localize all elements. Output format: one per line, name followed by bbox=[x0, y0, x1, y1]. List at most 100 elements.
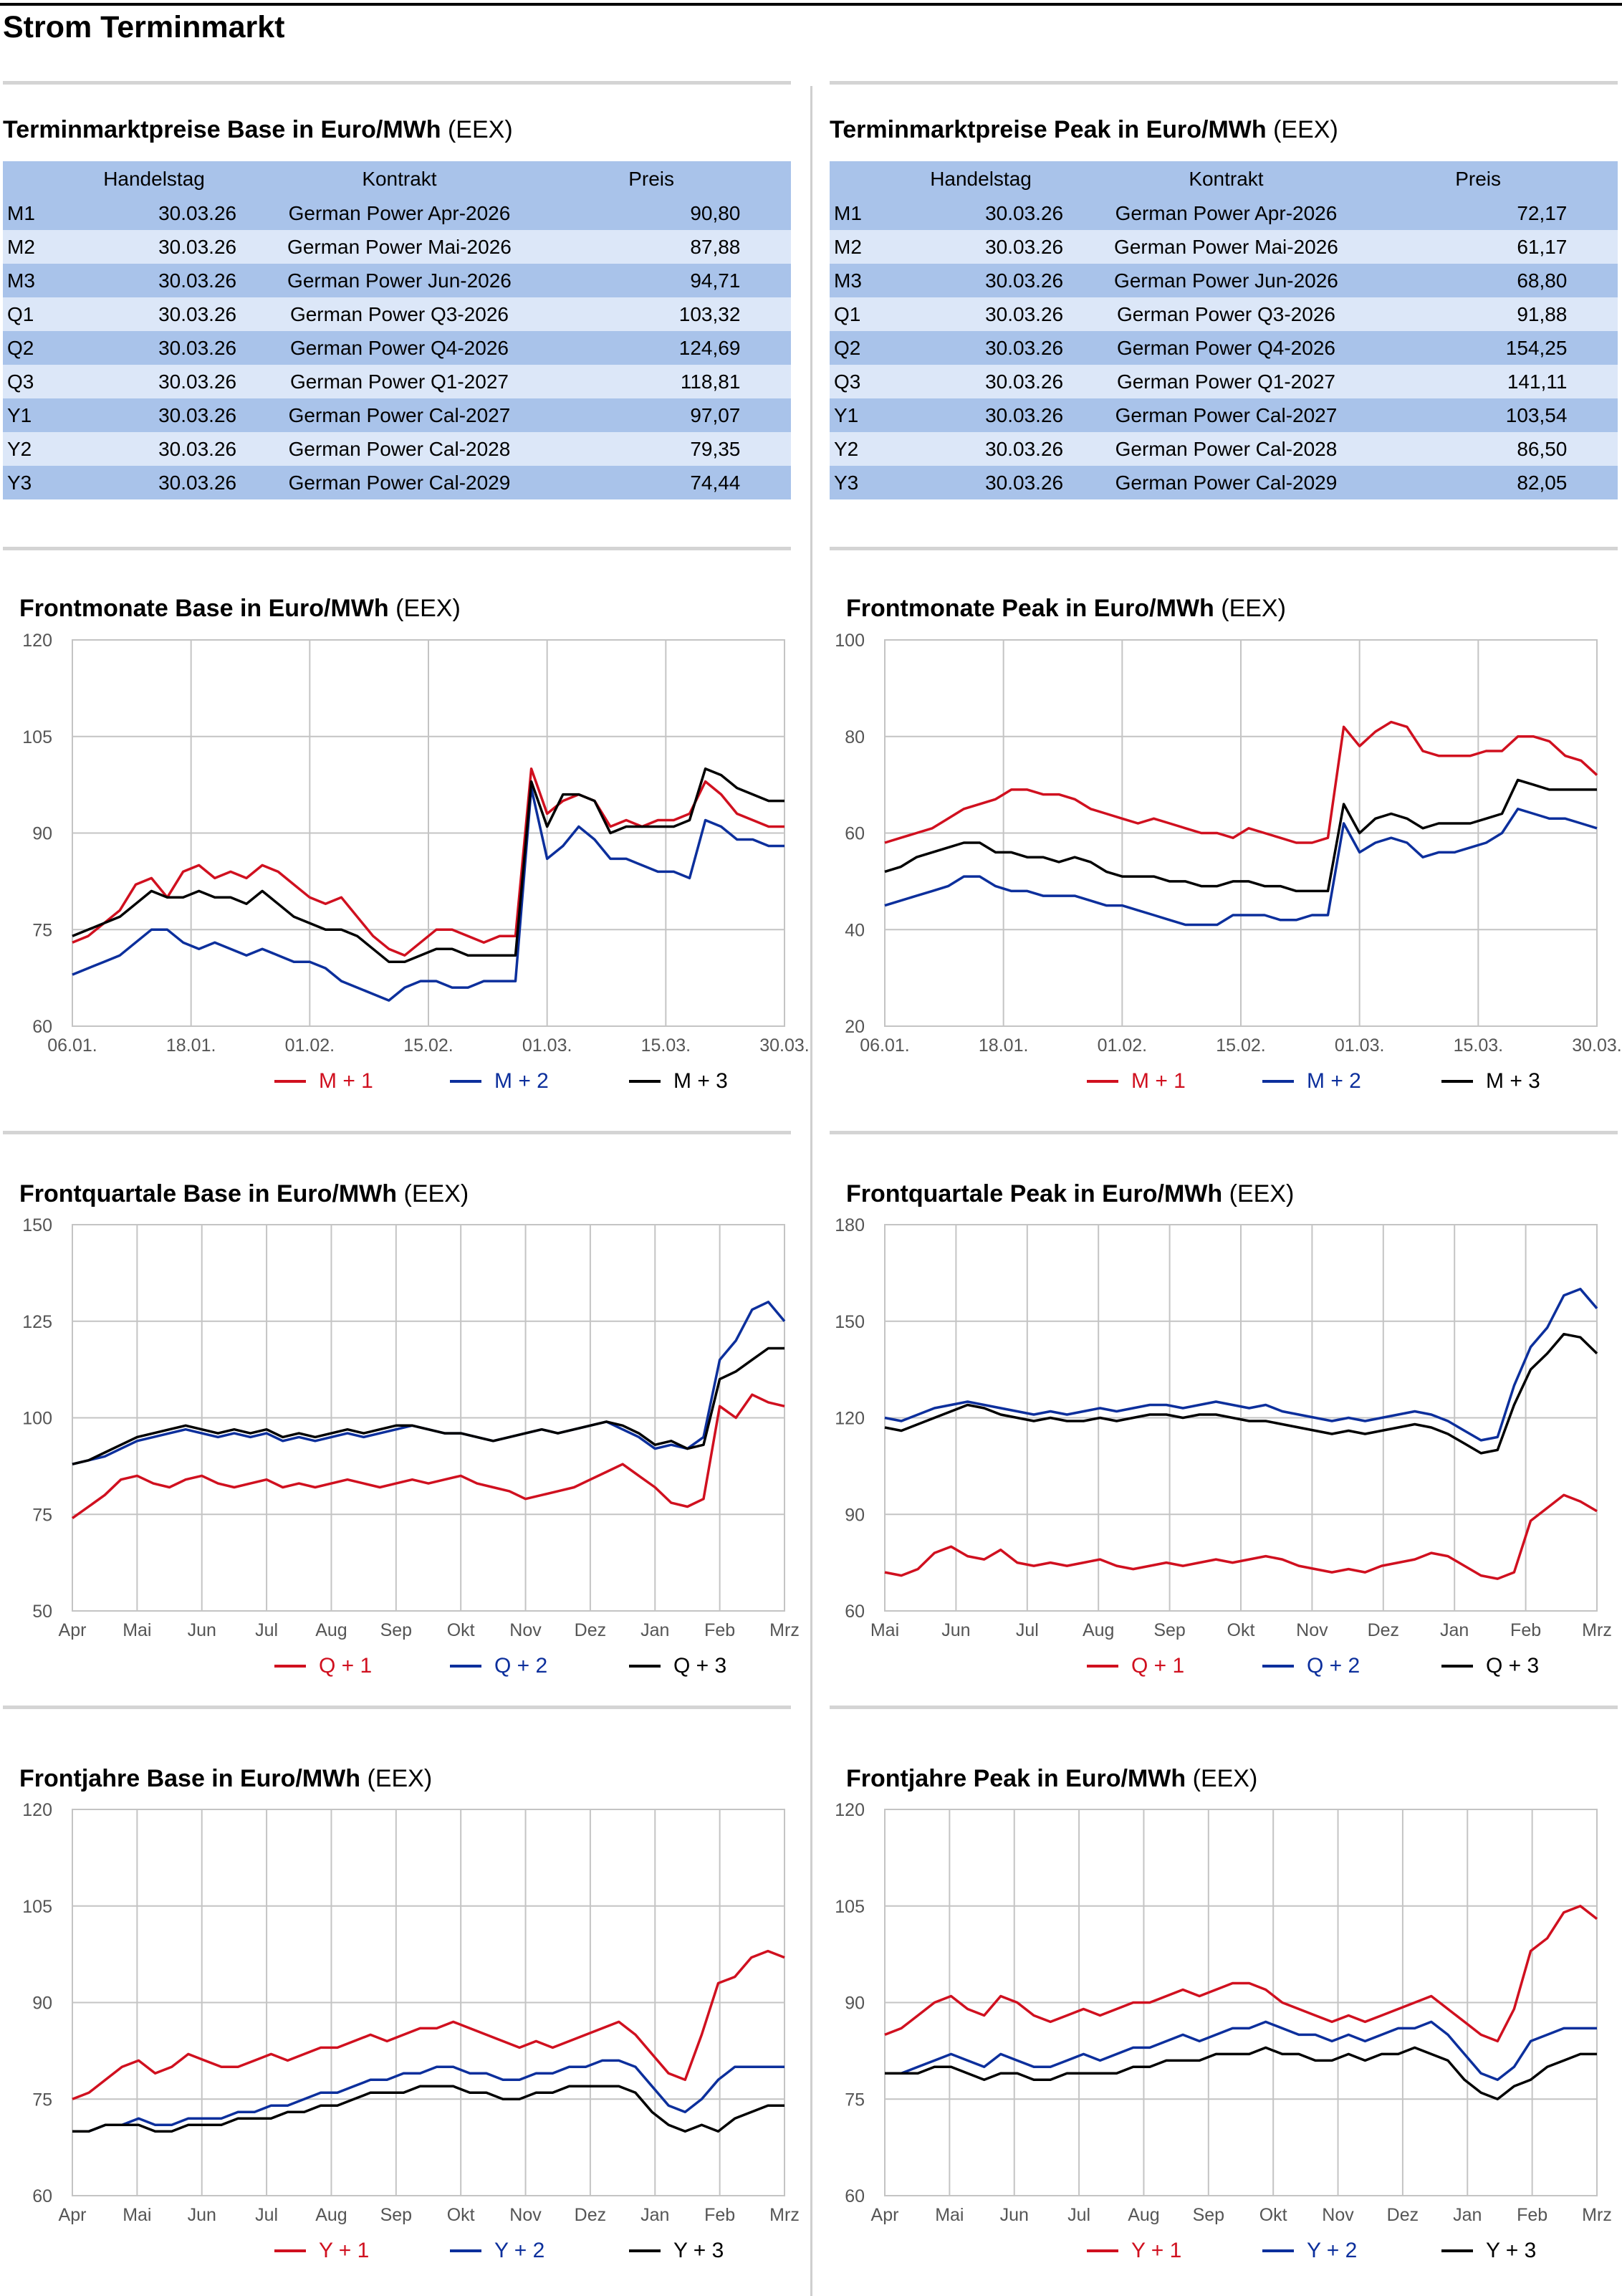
contract-code: Q1 bbox=[7, 302, 34, 325]
price: 103,32 bbox=[678, 302, 741, 325]
legend-label: Q + 3 bbox=[1486, 1654, 1539, 1678]
contract-name: German Power Q1-2027 bbox=[289, 370, 509, 393]
trade-date: 30.03.26 bbox=[985, 269, 1064, 292]
table-row: M1 30.03.26 German Power Apr-2026 90,80 bbox=[3, 196, 791, 230]
chart-title-frontmonate-base: Frontmonate Base in Euro/MWh (EEX) bbox=[19, 595, 461, 622]
x-tick-label: Nov bbox=[1296, 1620, 1328, 1640]
row-spacer bbox=[740, 466, 791, 499]
x-tick-label: Mai bbox=[870, 1620, 899, 1640]
x-tick-label: 30.03. bbox=[1572, 1035, 1622, 1056]
row-spacer bbox=[1567, 365, 1618, 398]
x-tick-label: Apr bbox=[871, 2205, 899, 2225]
series-line-m2 bbox=[884, 808, 1598, 927]
price: 68,80 bbox=[1517, 269, 1568, 292]
legend-label: M + 3 bbox=[1486, 1069, 1540, 1093]
legend-label: Y + 3 bbox=[1486, 2239, 1536, 2262]
y-tick-label: 90 bbox=[845, 1994, 865, 2014]
contract-code: Q3 bbox=[834, 370, 861, 393]
series-line-m1 bbox=[884, 720, 1598, 844]
contract-code: Q3 bbox=[7, 370, 34, 393]
table-row: Y2 30.03.26 German Power Cal-2028 86,50 bbox=[830, 432, 1618, 466]
column-spacer bbox=[740, 161, 791, 196]
price-table-peak: Handelstag Kontrakt Preis M1 30.03.26 German … bbox=[830, 161, 1618, 499]
row-spacer bbox=[740, 196, 791, 230]
column-divider bbox=[810, 86, 812, 2296]
contract-name: German Power Cal-2028 bbox=[288, 437, 511, 460]
contract-name: German Power Q3-2026 bbox=[1116, 302, 1335, 325]
series-line-q1 bbox=[884, 1493, 1598, 1580]
x-tick-label: Aug bbox=[315, 2205, 347, 2225]
contract-name: German Power Mai-2026 bbox=[1114, 235, 1338, 258]
legend-label: Y + 2 bbox=[1307, 2239, 1357, 2262]
y-tick-label: 80 bbox=[845, 727, 865, 747]
x-tick-label: Mai bbox=[935, 2205, 964, 2225]
series-line-q2 bbox=[72, 1301, 786, 1465]
x-tick-label: Aug bbox=[1083, 1620, 1114, 1640]
section-separator bbox=[830, 1706, 1618, 1709]
contract-code: Q2 bbox=[834, 336, 861, 359]
y-tick-label: 90 bbox=[32, 824, 52, 844]
x-tick-label: Apr bbox=[59, 2205, 87, 2225]
x-tick-label: 30.03. bbox=[759, 1035, 810, 1056]
trade-date: 30.03.26 bbox=[158, 201, 237, 224]
section-separator bbox=[3, 81, 791, 85]
trade-date: 30.03.26 bbox=[985, 235, 1064, 258]
x-tick-label: Jan bbox=[640, 1620, 669, 1640]
x-tick-label: 18.01. bbox=[979, 1035, 1029, 1056]
x-tick-label: Jan bbox=[1440, 1620, 1469, 1640]
price: 79,35 bbox=[690, 437, 741, 460]
x-tick-label: Okt bbox=[447, 1620, 475, 1640]
x-tick-label: Feb bbox=[704, 1620, 735, 1640]
legend-label: Q + 2 bbox=[1307, 1654, 1360, 1678]
y-tick-label: 150 bbox=[835, 1312, 865, 1332]
x-tick-label: 15.02. bbox=[1216, 1035, 1266, 1056]
contract-code: Y2 bbox=[834, 437, 859, 460]
x-tick-label: Jun bbox=[188, 2205, 216, 2225]
legend-label: Q + 1 bbox=[319, 1654, 372, 1678]
trade-date: 30.03.26 bbox=[158, 437, 237, 460]
x-tick-label: 15.03. bbox=[1454, 1035, 1504, 1056]
contract-name: German Power Apr-2026 bbox=[288, 201, 511, 224]
y-tick-label: 105 bbox=[22, 727, 52, 747]
legend-label: M + 1 bbox=[319, 1069, 373, 1093]
x-tick-label: Apr bbox=[59, 1620, 87, 1640]
y-tick-label: 90 bbox=[32, 1994, 52, 2014]
contract-name: German Power Cal-2029 bbox=[1115, 471, 1338, 494]
row-spacer bbox=[740, 264, 791, 297]
section-separator bbox=[3, 547, 791, 550]
trade-date: 30.03.26 bbox=[158, 370, 237, 393]
price: 94,71 bbox=[690, 269, 741, 292]
series-line-y3 bbox=[72, 2085, 784, 2133]
x-tick-label: Nov bbox=[1322, 2205, 1354, 2225]
table-row: Q3 30.03.26 German Power Q1-2027 118,81 bbox=[3, 365, 791, 398]
x-tick-label: Dez bbox=[1368, 1620, 1399, 1640]
y-tick-label: 75 bbox=[32, 1505, 52, 1525]
column-spacer bbox=[1567, 161, 1618, 196]
x-tick-label: 01.02. bbox=[1098, 1035, 1148, 1056]
x-tick-label: Mrz bbox=[769, 1620, 800, 1640]
series-line-m2 bbox=[72, 786, 784, 1002]
row-spacer bbox=[1567, 264, 1618, 297]
trade-date: 30.03.26 bbox=[985, 403, 1064, 426]
contract-name: German Power Cal-2029 bbox=[288, 471, 511, 494]
contract-code: M3 bbox=[834, 269, 862, 292]
x-tick-label: Mrz bbox=[769, 2205, 800, 2225]
table-title-peak: Terminmarktpreise Peak in Euro/MWh (EEX) bbox=[830, 116, 1338, 143]
row-spacer bbox=[1567, 466, 1618, 499]
table-row: Y2 30.03.26 German Power Cal-2028 79,35 bbox=[3, 432, 791, 466]
table-row: Y3 30.03.26 German Power Cal-2029 82,05 bbox=[830, 466, 1618, 499]
table-row: Y1 30.03.26 German Power Cal-2027 97,07 bbox=[3, 398, 791, 432]
section-separator bbox=[3, 1131, 791, 1134]
series-line-q3 bbox=[884, 1332, 1598, 1455]
row-spacer bbox=[740, 365, 791, 398]
column-header: Kontrakt bbox=[362, 167, 437, 190]
y-tick-label: 20 bbox=[845, 1017, 865, 1037]
section-separator bbox=[830, 547, 1618, 550]
plot-frame bbox=[884, 639, 1598, 1027]
x-tick-label: Okt bbox=[1227, 1620, 1255, 1640]
trade-date: 30.03.26 bbox=[158, 336, 237, 359]
y-tick-label: 60 bbox=[845, 824, 865, 844]
y-tick-label: 120 bbox=[835, 1409, 865, 1429]
table-header-row: Handelstag Kontrakt Preis bbox=[3, 161, 791, 196]
trade-date: 30.03.26 bbox=[158, 403, 237, 426]
